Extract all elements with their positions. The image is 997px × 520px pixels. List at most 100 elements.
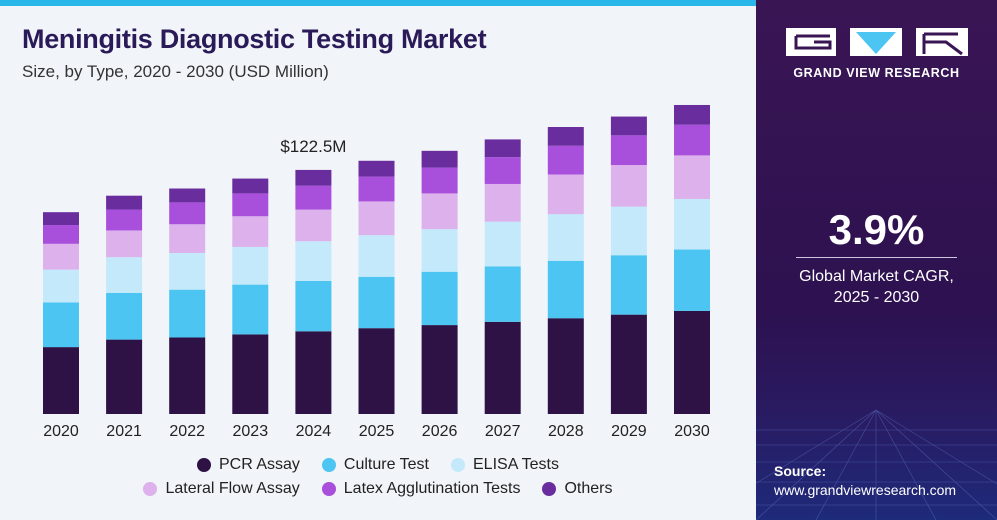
x-tick-label: 2026 [422, 423, 458, 440]
x-tick-label: 2024 [296, 423, 332, 440]
bar-segment-2021-others [106, 195, 143, 210]
bar-segment-2030-lateral-flow-assay [674, 155, 710, 199]
bar-segment-2020-lateral-flow-assay [43, 243, 79, 270]
bar-segment-2020-culture-test [43, 302, 79, 348]
bar-segment-2029-lateral-flow-assay [610, 165, 647, 207]
bar-segment-2022-pcr-assay [169, 337, 206, 414]
legend-label: Lateral Flow Assay [165, 480, 300, 497]
x-tick-label: 2023 [233, 423, 269, 440]
legend-marker [451, 458, 465, 472]
cagr-label-line-1: Global Market CAGR, [799, 268, 954, 285]
source-title: Source: [774, 463, 827, 479]
bar-segment-2021-latex-agglutination-tests [106, 209, 143, 231]
bar-segment-2024-elisa-tests [295, 241, 332, 281]
x-tick-label: 2022 [169, 423, 205, 440]
x-tick-label: 2029 [611, 423, 647, 440]
legend-item-culture-test: Culture Test [321, 456, 429, 474]
info-sidebar: GRAND VIEW RESEARCH 3.9% Global Market C… [756, 0, 997, 520]
bar-segment-2023-latex-agglutination-tests [232, 193, 269, 217]
cagr-label-line-2: 2025 - 2030 [833, 289, 920, 306]
legend-row-2: Lateral Flow Assay Latex Agglutination Te… [0, 480, 756, 498]
bar-segment-2021-lateral-flow-assay [106, 230, 143, 258]
bar-segment-2030-pcr-assay [674, 310, 710, 414]
bar-segment-2022-elisa-tests [169, 252, 206, 290]
bar-segment-2024-others [295, 169, 332, 186]
bar-segment-2022-lateral-flow-assay [169, 224, 206, 253]
bar-segment-2030-latex-agglutination-tests [674, 124, 710, 156]
bar-segment-2027-pcr-assay [484, 321, 521, 414]
legend-label: ELISA Tests [473, 456, 559, 473]
bar-segment-2028-elisa-tests [547, 214, 584, 261]
cagr-label: Global Market CAGR, 2025 - 2030 [756, 266, 997, 308]
chart-subtitle: Size, by Type, 2020 - 2030 (USD Million) [22, 62, 329, 81]
bar-segment-2025-elisa-tests [358, 235, 395, 277]
bar-segment-2022-others [169, 188, 206, 203]
bar-segment-2021-elisa-tests [106, 257, 143, 293]
bar-segment-2027-lateral-flow-assay [484, 183, 521, 222]
x-tick-label: 2021 [106, 423, 142, 440]
bar-segment-2028-culture-test [547, 260, 584, 319]
bar-segment-2028-lateral-flow-assay [547, 174, 584, 215]
legend-marker [321, 458, 336, 472]
legend-item-lateral-flow-assay: Lateral Flow Assay [143, 480, 300, 498]
legend-item-latex-agglutination-tests: Latex Agglutination Tests [321, 480, 521, 498]
bar-segment-2026-lateral-flow-assay [421, 193, 458, 230]
bar-segment-2025-culture-test [358, 276, 395, 329]
legend-label: Latex Agglutination Tests [343, 480, 521, 497]
bar-segment-2020-latex-agglutination-tests [43, 225, 79, 244]
bar-segment-2025-lateral-flow-assay [358, 201, 395, 236]
bar-segment-2023-others [232, 178, 269, 194]
chart-title: Meningitis Diagnostic Testing Market [22, 24, 487, 54]
bar-segment-2030-culture-test [674, 249, 710, 311]
bar-segment-2024-pcr-assay [295, 331, 332, 414]
grand-view-research-logo [786, 28, 968, 56]
source-url[interactable]: www.grandviewresearch.com [774, 482, 957, 498]
legend-marker [542, 482, 557, 496]
bar-segment-2023-pcr-assay [232, 334, 269, 414]
bar-segment-2027-others [484, 139, 521, 158]
bar-segment-2030-elisa-tests [674, 198, 710, 250]
bar-segment-2027-latex-agglutination-tests [484, 157, 521, 184]
bar-segment-2020-elisa-tests [43, 269, 79, 303]
bar-segment-2027-culture-test [484, 266, 521, 322]
bar-segment-2028-latex-agglutination-tests [547, 145, 584, 175]
bar-segment-2022-culture-test [169, 289, 206, 338]
bar-segment-2026-pcr-assay [421, 325, 458, 414]
bar-segment-2029-culture-test [610, 255, 647, 315]
bar-segment-2029-latex-agglutination-tests [610, 135, 647, 166]
bar-segment-2028-pcr-assay [547, 318, 584, 414]
legend-label: Others [564, 480, 613, 497]
legend-item-pcr-assay: PCR Assay [197, 456, 300, 474]
legend-label: PCR Assay [219, 456, 300, 473]
x-tick-label: 2030 [674, 423, 710, 440]
stacked-bar-chart: 2020 2021 2022 2023 2024 $122.5M 2025 2026 2027 2… [43, 104, 710, 440]
bar-segment-2021-pcr-assay [106, 339, 143, 414]
accent-bar [0, 0, 756, 6]
bar-segment-2026-latex-agglutination-tests [421, 167, 458, 194]
legend-item-elisa-tests: ELISA Tests [451, 456, 559, 474]
bar-segment-2024-lateral-flow-assay [295, 209, 332, 242]
bar-segment-2026-culture-test [421, 271, 458, 326]
x-tick-label: 2020 [43, 423, 79, 440]
grid-floor-graphic [756, 409, 997, 520]
bar-segment-2023-elisa-tests [232, 246, 269, 285]
bar-segment-2029-pcr-assay [610, 314, 647, 414]
bar-segment-2029-others [610, 116, 647, 136]
bar-segment-2025-latex-agglutination-tests [358, 176, 395, 202]
bar-segment-2030-others [674, 104, 710, 125]
x-tick-label: 2028 [548, 423, 584, 440]
bar-segment-2023-culture-test [232, 284, 269, 335]
bar-segment-2024-latex-agglutination-tests [295, 185, 332, 210]
bar-segment-2021-culture-test [106, 292, 143, 340]
bar-segment-2022-latex-agglutination-tests [169, 202, 206, 225]
legend-marker [143, 482, 158, 496]
legend-label: Culture Test [343, 456, 429, 473]
bar-segment-2028-others [547, 127, 584, 146]
bar-segment-2027-elisa-tests [484, 221, 521, 267]
x-tick-label: 2025 [359, 423, 395, 440]
data-label-annotation: $122.5M [280, 137, 346, 156]
legend-marker [197, 458, 211, 472]
bar-segment-2023-lateral-flow-assay [232, 216, 269, 247]
cagr-value: 3.9% [828, 206, 925, 253]
legend-marker [321, 482, 336, 496]
